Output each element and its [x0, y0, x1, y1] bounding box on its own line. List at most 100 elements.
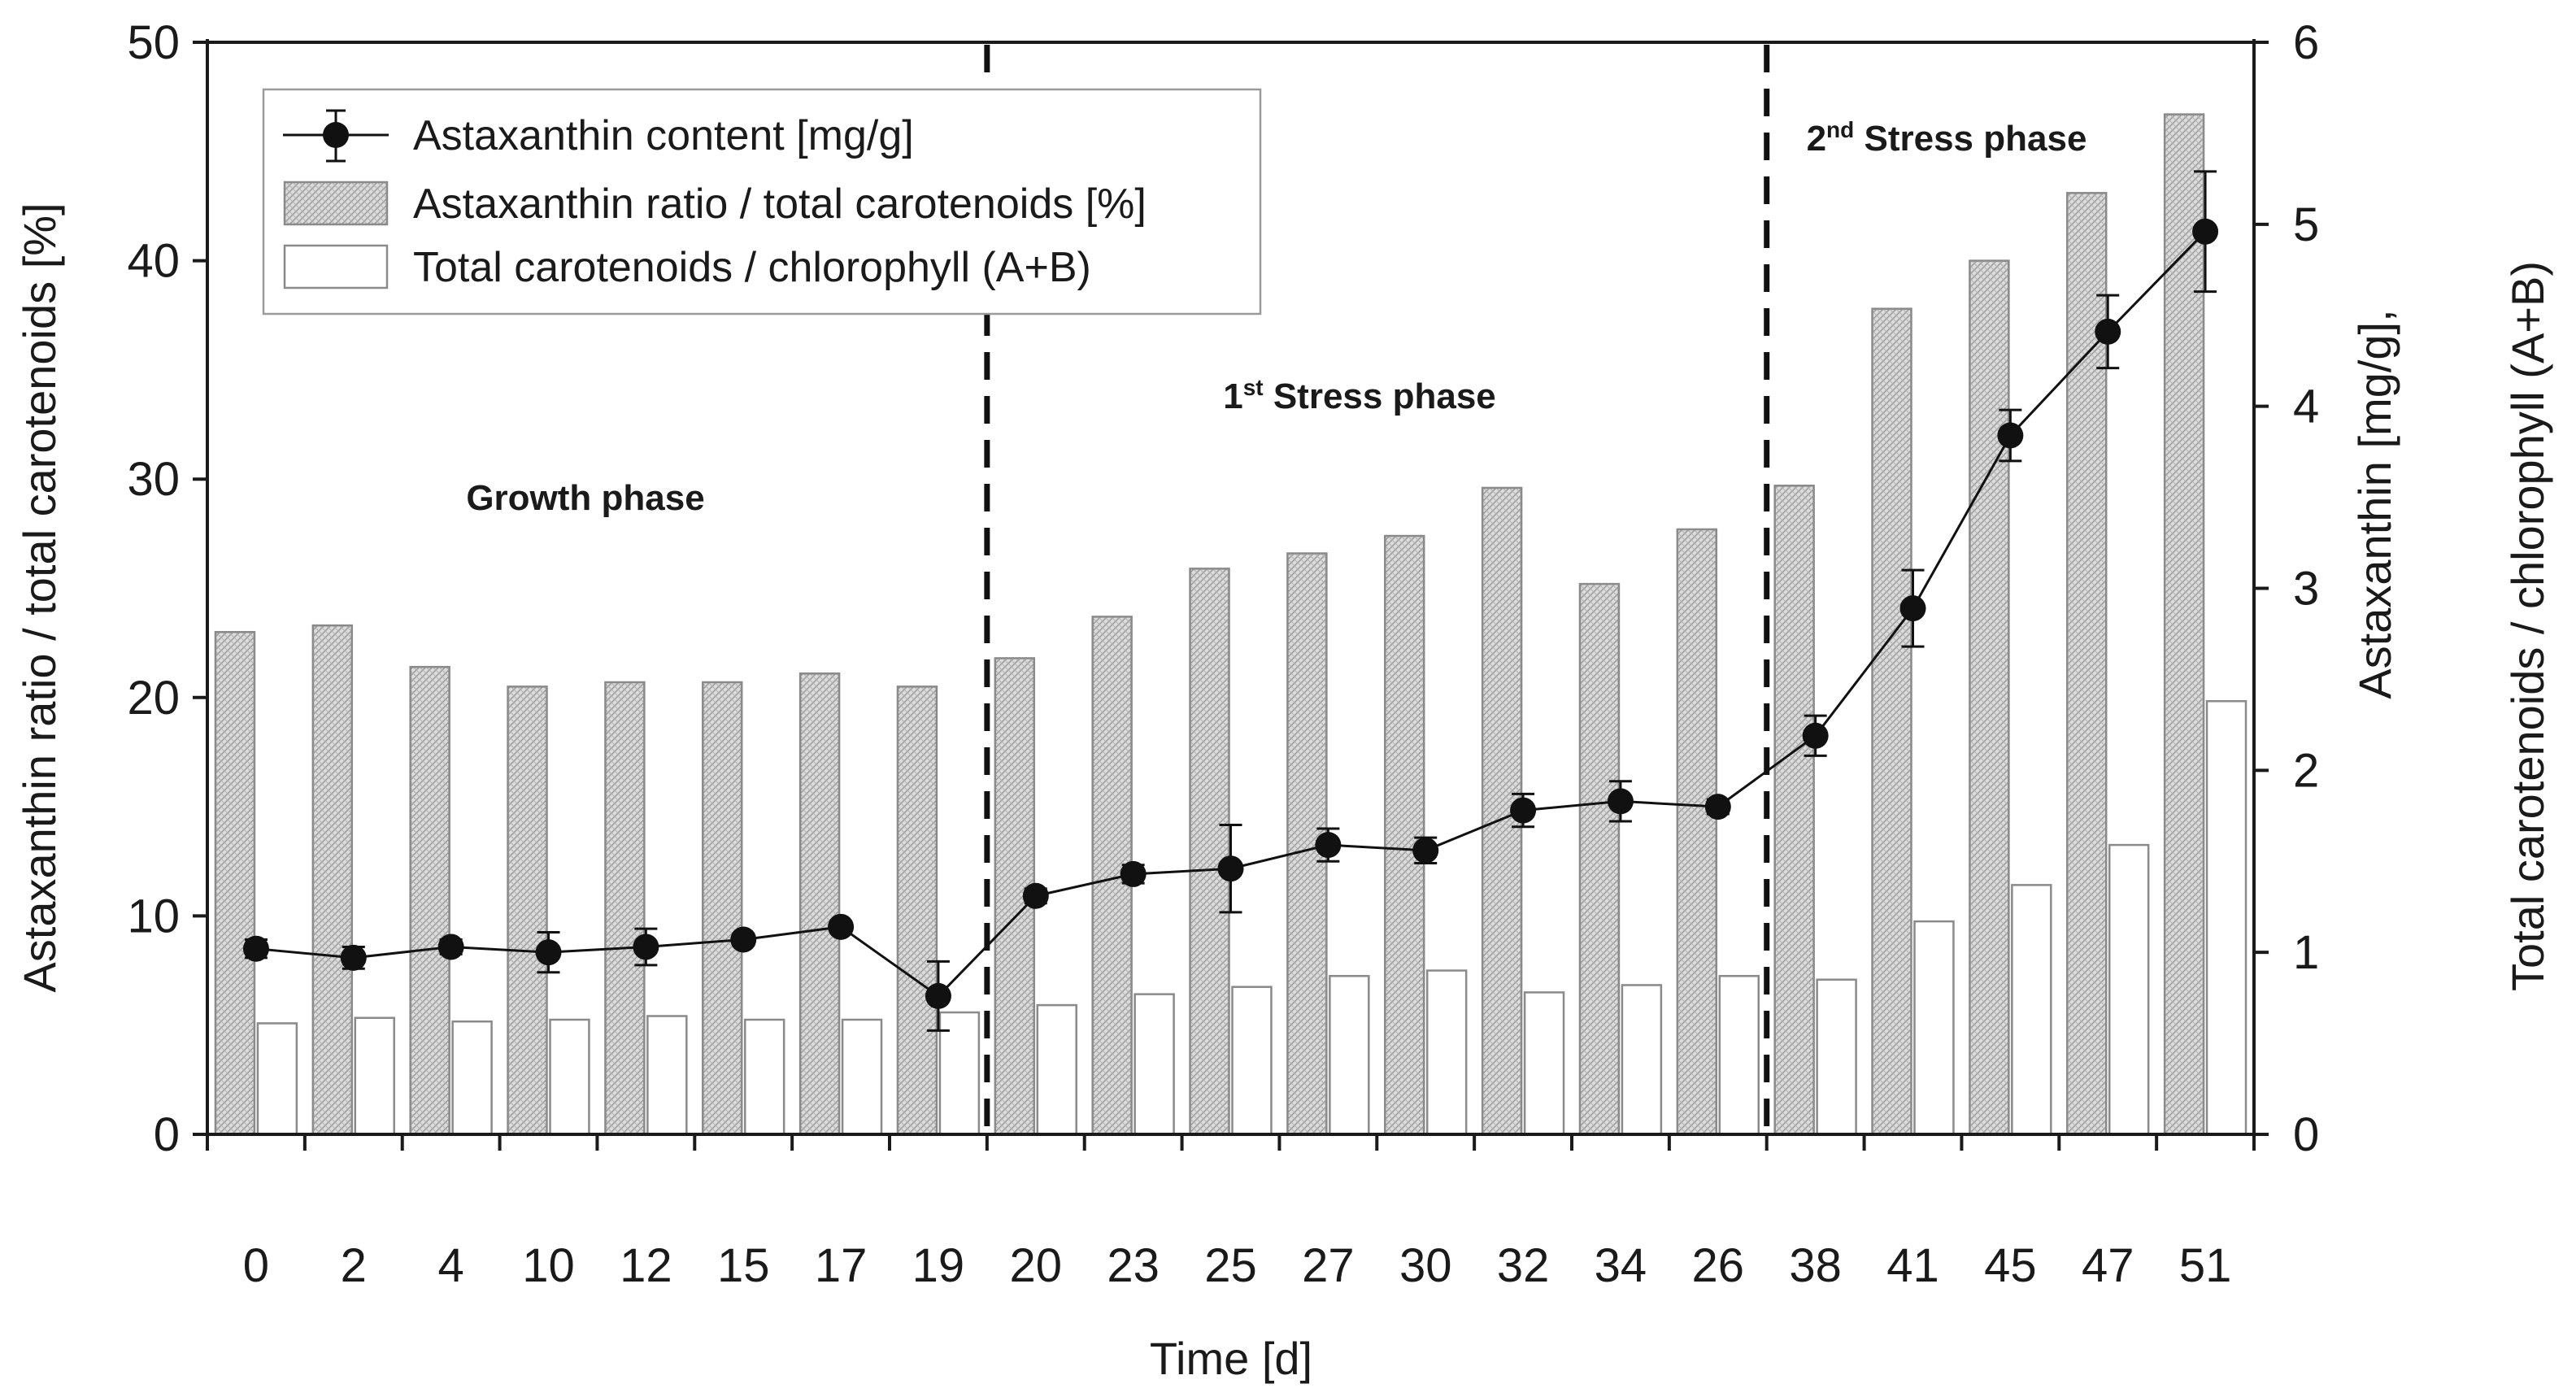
legend-label-astaxanthin-ratio: Astaxanthin ratio / total carotenoids [%… — [413, 181, 1147, 228]
astaxanthin-point-9 — [1120, 860, 1147, 887]
carotenoid-bar-9 — [1134, 993, 1175, 1136]
carotenoid-bar-19 — [2108, 843, 2150, 1136]
y-right-tick-label-1: 1 — [2293, 926, 2319, 979]
ratio-bar-10 — [1189, 568, 1230, 1136]
y-right-tick-label-5: 5 — [2293, 198, 2319, 251]
astaxanthin-point-18 — [1997, 422, 2024, 449]
astaxanthin-point-5 — [730, 926, 757, 953]
x-tick-label-15: 26 — [1692, 1239, 1745, 1292]
carotenoid-bar-16 — [1816, 978, 1857, 1136]
ratio-bar-15 — [1676, 528, 1718, 1136]
carotenoid-bar-0 — [256, 1022, 298, 1136]
legend-circle-marker — [323, 122, 349, 148]
y-axis-right-title-line-1: Total carotenoids / chlorophyll (A+B) — [2502, 261, 2553, 991]
ratio-bar-17 — [1871, 307, 1912, 1136]
astaxanthin-point-20 — [2192, 218, 2219, 245]
y-left-tick-label-2: 20 — [127, 672, 180, 725]
ratio-bar-5 — [702, 681, 743, 1136]
x-tick-label-4: 12 — [620, 1239, 672, 1292]
astaxanthin-point-4 — [633, 934, 659, 960]
astaxanthin-point-2 — [437, 934, 464, 960]
astaxanthin-point-8 — [1022, 882, 1049, 909]
carotenoid-bar-11 — [1329, 975, 1370, 1136]
carotenoid-bar-15 — [1718, 975, 1760, 1136]
x-tick-label-5: 15 — [717, 1239, 770, 1292]
y-left-tick-label-5: 50 — [127, 16, 180, 69]
y-right-tick-label-0: 0 — [2293, 1108, 2319, 1161]
y-right-tick-label-6: 6 — [2293, 16, 2319, 69]
astaxanthin-point-7 — [925, 982, 951, 1009]
carotenoid-bar-12 — [1425, 969, 1468, 1136]
astaxanthin-line-layer — [242, 170, 2219, 1032]
x-tick-label-2: 4 — [438, 1239, 464, 1292]
ratio-bar-20 — [2163, 113, 2205, 1136]
astaxanthin-point-10 — [1217, 855, 1244, 882]
astaxanthin-point-13 — [1510, 797, 1537, 824]
carotenoid-bar-18 — [2011, 884, 2052, 1136]
x-tick-label-12: 30 — [1399, 1239, 1452, 1292]
y-left-tick-label-1: 10 — [127, 890, 180, 942]
carotenoid-bar-13 — [1523, 991, 1565, 1136]
ratio-bar-0 — [214, 630, 256, 1136]
carotenoid-bar-7 — [938, 1011, 981, 1136]
y-axis-left-title: Astaxanthin ratio / total carotenoids [%… — [14, 202, 65, 992]
ratio-bar-2 — [409, 665, 450, 1136]
carotenoid-bar-4 — [646, 1015, 688, 1136]
ratio-bar-12 — [1384, 534, 1425, 1136]
legend-label-astaxanthin-content: Astaxanthin content [mg/g] — [413, 112, 914, 159]
x-tick-label-13: 32 — [1497, 1239, 1550, 1292]
ratio-bar-3 — [507, 685, 548, 1136]
y-right-tick-label-4: 4 — [2293, 381, 2319, 433]
ratio-bar-4 — [604, 681, 646, 1136]
y-left-tick-label-4: 40 — [127, 235, 180, 288]
carotenoid-bar-10 — [1231, 986, 1273, 1136]
y-axis-right-title-line-2: Astaxanthin [mg/g], — [2349, 309, 2400, 698]
carotenoid-bar-14 — [1621, 984, 1663, 1136]
astaxanthin-point-11 — [1315, 832, 1342, 859]
x-tick-label-16: 38 — [1789, 1239, 1842, 1292]
y-left-tick-label-3: 30 — [127, 453, 180, 506]
astaxanthin-point-15 — [1704, 794, 1731, 820]
legend: Astaxanthin content [mg/g] Astaxanthin r… — [262, 88, 1262, 316]
x-tick-label-7: 19 — [912, 1239, 965, 1292]
x-tick-label-3: 10 — [522, 1239, 575, 1292]
x-tick-label-19: 47 — [2082, 1239, 2134, 1292]
x-tick-label-6: 17 — [815, 1239, 868, 1292]
bar-series-layer — [214, 113, 2247, 1136]
phase-label-growth: Growth phase — [466, 478, 704, 518]
y-left-tick-label-0: 0 — [154, 1108, 180, 1161]
carotenoid-bar-17 — [1913, 920, 1955, 1136]
x-tick-label-17: 41 — [1886, 1239, 1939, 1292]
ratio-bar-16 — [1773, 485, 1815, 1136]
y-right-tick-label-3: 3 — [2293, 563, 2319, 616]
carotenoid-bar-1 — [354, 1016, 395, 1136]
legend-hatched-swatch — [283, 181, 389, 226]
ratio-bar-6 — [798, 672, 841, 1136]
carotenoid-bar-20 — [2205, 700, 2247, 1136]
astaxanthin-point-14 — [1607, 788, 1634, 815]
phase-label-stress-1: 1st Stress phase — [1223, 375, 1496, 416]
legend-open-swatch — [283, 244, 389, 289]
ratio-bar-1 — [311, 624, 354, 1136]
x-tick-label-14: 34 — [1595, 1239, 1647, 1292]
ratio-bar-14 — [1578, 582, 1621, 1136]
legend-label-carotenoids-chlorophyll: Total carotenoids / chlorophyll (A+B) — [413, 244, 1091, 291]
ratio-bar-18 — [1969, 259, 2010, 1136]
astaxanthin-point-0 — [242, 935, 269, 962]
astaxanthin-point-17 — [1899, 595, 1926, 622]
carotenoid-bar-3 — [549, 1018, 590, 1136]
ratio-bar-9 — [1091, 616, 1133, 1136]
phase-label-stress-2: 2nd Stress phase — [1807, 117, 2087, 159]
x-tick-label-8: 20 — [1010, 1239, 1063, 1292]
x-tick-label-11: 27 — [1302, 1239, 1355, 1292]
ratio-bar-7 — [896, 685, 938, 1136]
carotenoid-bar-5 — [743, 1018, 785, 1136]
astaxanthin-point-1 — [340, 944, 367, 971]
carotenoid-bar-6 — [841, 1018, 883, 1136]
y-right-tick-label-2: 2 — [2293, 744, 2319, 797]
legend-box — [262, 88, 1262, 316]
carotenoid-bar-8 — [1036, 1003, 1077, 1136]
astaxanthin-point-6 — [828, 913, 855, 940]
